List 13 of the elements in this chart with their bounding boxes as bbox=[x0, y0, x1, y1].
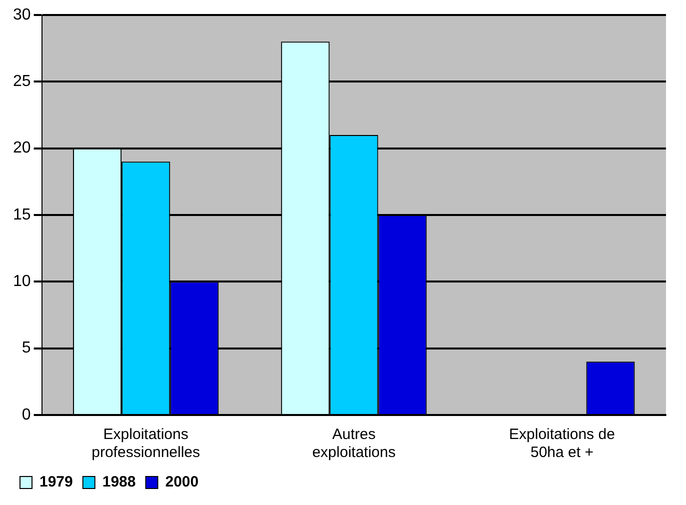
x-tick-label: Exploitations professionnelles bbox=[92, 426, 200, 462]
y-tick-label: 15 bbox=[13, 206, 31, 224]
y-tick-label: 25 bbox=[13, 73, 31, 90]
x-tick-label: Autres exploitations bbox=[312, 426, 396, 462]
y-tick-label: 30 bbox=[13, 6, 31, 24]
legend-label: 1988 bbox=[102, 474, 136, 491]
legend-label: 1979 bbox=[40, 474, 73, 491]
legend-label: 2000 bbox=[165, 474, 199, 491]
y-tick-label: 20 bbox=[13, 140, 31, 157]
y-tick-label: 10 bbox=[13, 273, 31, 290]
y-tick-label: 0 bbox=[22, 406, 31, 424]
y-tick-label: 5 bbox=[22, 340, 31, 357]
x-tick-label: Exploitations de 50ha et + bbox=[509, 426, 615, 462]
